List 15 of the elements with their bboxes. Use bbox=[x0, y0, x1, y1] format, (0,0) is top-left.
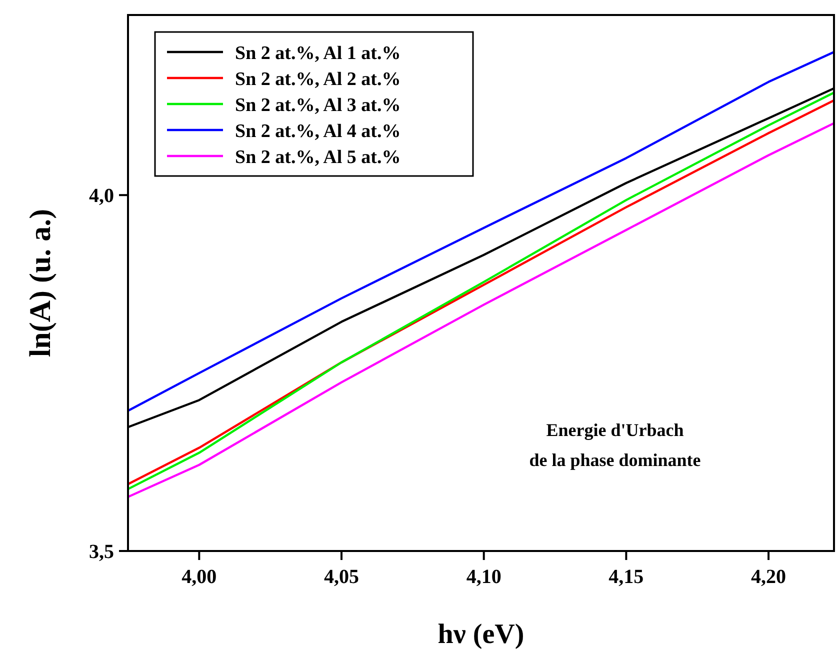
x-tick-label: 4,10 bbox=[466, 566, 502, 588]
legend-label: Sn 2 at.%, Al 4 at.% bbox=[235, 121, 401, 142]
y-tick-label: 3,5 bbox=[89, 541, 114, 563]
x-tick-label: 4,15 bbox=[608, 566, 644, 588]
x-tick-label: 4,05 bbox=[324, 566, 360, 588]
legend-label: Sn 2 at.%, Al 3 at.% bbox=[235, 95, 401, 116]
x-axis-title: hν (eV) bbox=[438, 619, 524, 650]
legend-label: Sn 2 at.%, Al 2 at.% bbox=[235, 69, 401, 90]
y-tick-label: 4,0 bbox=[89, 185, 114, 208]
y-axis-title: ln(A) (u. a.) bbox=[24, 208, 57, 358]
legend-label: Sn 2 at.%, Al 5 at.% bbox=[235, 147, 401, 168]
x-tick-label: 4,20 bbox=[751, 566, 786, 588]
legend-label: Sn 2 at.%, Al 1 at.% bbox=[235, 43, 401, 64]
x-tick-label: 4,00 bbox=[182, 566, 217, 588]
annotation: Energie d'Urbach de la phase dominante bbox=[529, 420, 701, 470]
